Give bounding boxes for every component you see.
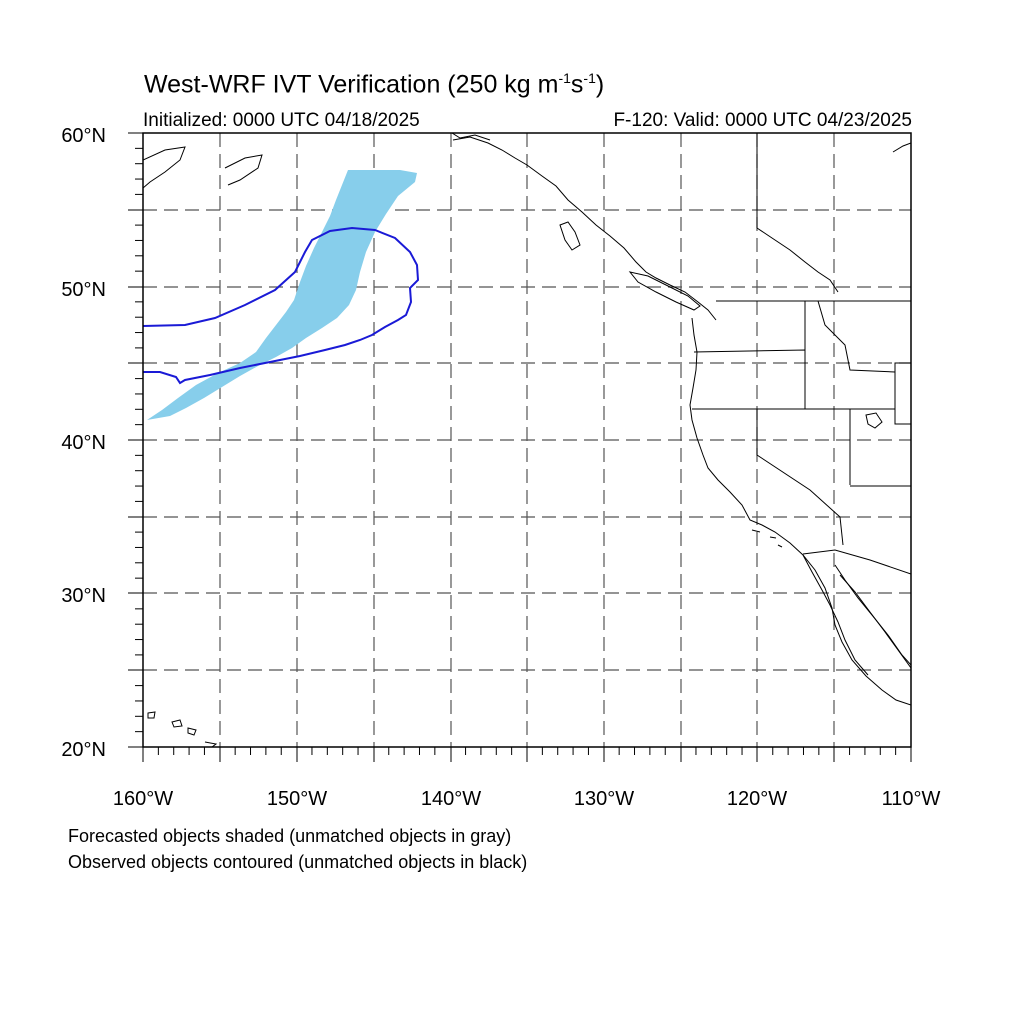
lon-label-110w: 110°W <box>882 788 941 810</box>
lat-label-60n: 60°N <box>61 125 106 147</box>
coastline-kodiak-area <box>224 154 263 186</box>
lat-label-50n: 50°N <box>61 279 106 301</box>
minor-tick-marks <box>135 147 897 755</box>
border-us-mexico <box>802 549 911 575</box>
coastline-ne-corner <box>892 142 911 153</box>
coastlines <box>143 133 911 747</box>
border-wa-or <box>693 349 806 409</box>
coastline-vancouver-island <box>628 271 701 311</box>
coastline-mexico <box>839 574 911 669</box>
map-frame <box>142 132 912 748</box>
lon-label-160w: 160°W <box>113 788 173 810</box>
coastline-channel-islands <box>751 529 783 548</box>
coastline-aleutian-north <box>143 146 186 189</box>
lat-label-30n: 30°N <box>61 585 106 607</box>
forecast-note: Forecasted objects shaded (unmatched obj… <box>68 826 512 846</box>
coastline-haida-gwaii <box>559 221 581 251</box>
forecast-object-shade <box>147 170 417 420</box>
coastline-hawaii-3 <box>187 727 197 736</box>
title-sup-2: -1 <box>583 70 596 86</box>
coastline-alaska-bc <box>452 136 717 321</box>
coastline-us-west <box>689 317 911 706</box>
coastline-hawaii-2 <box>171 719 183 728</box>
coastline-great-salt-lake <box>865 412 883 429</box>
gridlines <box>143 133 911 747</box>
coastline-hawaii-4 <box>204 741 218 747</box>
map-title: West-WRF IVT Verification (250 kg m-1s-1… <box>144 70 604 99</box>
border-ca-nv <box>756 409 844 546</box>
observed-note: Observed objects contoured (unmatched ob… <box>68 852 528 872</box>
lon-label-130w: 130°W <box>574 788 634 810</box>
coastline-baja <box>802 554 869 676</box>
border-wy <box>894 362 911 425</box>
lat-label-20n: 20°N <box>61 739 106 761</box>
initialized-time: Initialized: 0000 UTC 04/18/2025 <box>143 110 420 131</box>
lat-label-40n: 40°N <box>61 432 106 454</box>
title-mid: s <box>570 70 584 99</box>
borders <box>692 133 911 575</box>
lon-label-120w: 120°W <box>727 788 787 810</box>
title-main: West-WRF IVT Verification (250 kg m <box>144 70 559 99</box>
coastline-alaska-gulf <box>451 133 491 141</box>
coastline-hawaii-1 <box>147 711 156 719</box>
title-end: ) <box>595 70 605 99</box>
title-sup-1: -1 <box>558 70 571 86</box>
observed-object-contour <box>143 226 420 385</box>
border-id-mt <box>817 300 896 373</box>
lon-label-140w: 140°W <box>421 788 481 810</box>
valid-time: F-120: Valid: 0000 UTC 04/23/2025 <box>613 110 912 131</box>
coastline-hudson-area <box>756 227 839 293</box>
lon-label-150w: 150°W <box>267 788 327 810</box>
tick-marks <box>128 132 912 762</box>
